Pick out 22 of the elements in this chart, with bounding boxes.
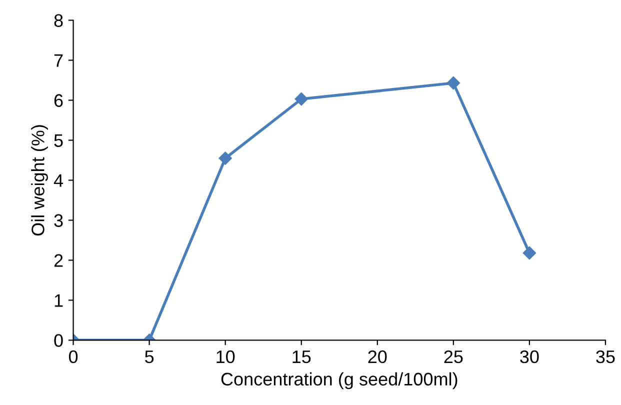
x-tick-label: 10 (216, 350, 235, 364)
y-tick-label: 2 (54, 254, 63, 267)
x-tick-label: 20 (368, 350, 387, 364)
point (446, 76, 460, 90)
point (218, 152, 232, 165)
y-tick-label: 7 (54, 54, 63, 67)
y-tick-label: 1 (54, 294, 63, 307)
x-tick-label: 30 (520, 350, 539, 364)
y-tick-label: 3 (54, 214, 63, 227)
y-axis-title: Oil weight (%) (31, 125, 48, 236)
y-tick-label: 0 (54, 334, 63, 347)
y-tick-label: 5 (54, 134, 63, 147)
x-axis-title: Concentration (g seed/100ml) (221, 372, 458, 390)
y-tick-label: 8 (54, 14, 63, 27)
x-tick-label: 5 (145, 350, 154, 364)
point (294, 92, 308, 106)
x-tick-label: 0 (68, 350, 78, 364)
x-tick-label: 15 (292, 350, 311, 364)
y-tick-label: 4 (54, 174, 64, 187)
x-tick-label: 25 (444, 350, 463, 364)
x-tick-label: 35 (596, 350, 615, 364)
y-tick-label: 6 (54, 94, 63, 107)
